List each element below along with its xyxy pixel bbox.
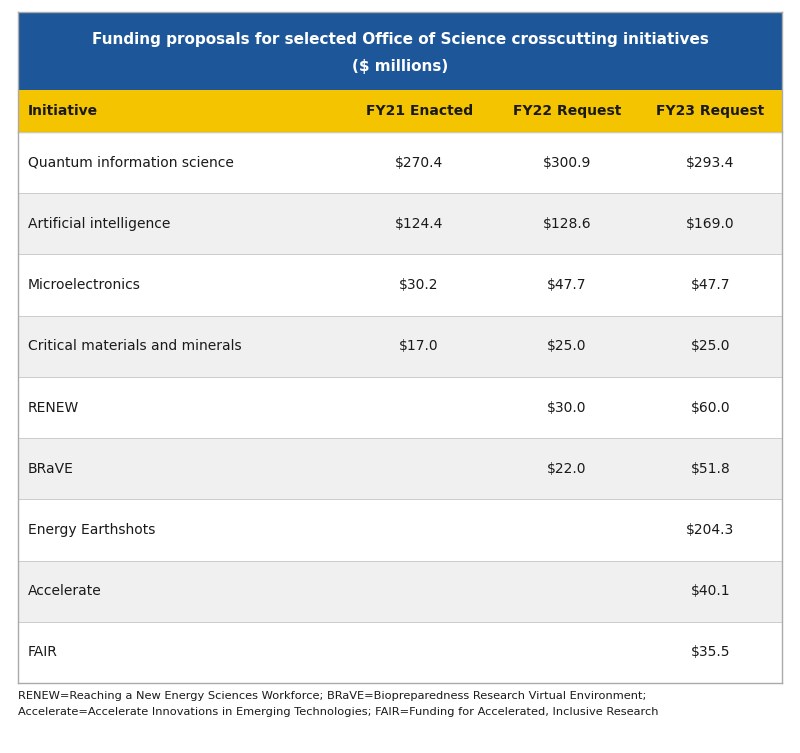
Text: $124.4: $124.4 — [395, 217, 443, 231]
Text: Initiative: Initiative — [28, 104, 98, 118]
Bar — [18, 377, 782, 438]
Text: $17.0: $17.0 — [399, 340, 439, 353]
Text: Accelerate: Accelerate — [28, 584, 102, 598]
Text: $30.0: $30.0 — [547, 401, 587, 414]
Text: Energy Earthshots: Energy Earthshots — [28, 523, 155, 537]
Text: $51.8: $51.8 — [690, 462, 730, 476]
Text: $25.0: $25.0 — [547, 340, 587, 353]
Text: $25.0: $25.0 — [690, 340, 730, 353]
Bar — [18, 499, 782, 560]
Text: Artificial intelligence: Artificial intelligence — [28, 217, 170, 231]
Text: Microelectronics: Microelectronics — [28, 278, 141, 292]
Bar — [18, 12, 782, 90]
Bar — [18, 316, 782, 377]
Text: $169.0: $169.0 — [686, 217, 734, 231]
Text: BRaVE: BRaVE — [28, 462, 74, 476]
Bar — [18, 560, 782, 622]
Text: RENEW=Reaching a New Energy Sciences Workforce; BRaVE=Biopreparedness Research V: RENEW=Reaching a New Energy Sciences Wor… — [18, 691, 646, 701]
Text: $47.7: $47.7 — [547, 278, 587, 292]
Text: RENEW: RENEW — [28, 401, 79, 414]
Bar — [18, 194, 782, 255]
Text: $22.0: $22.0 — [547, 462, 587, 476]
Text: FY21 Enacted: FY21 Enacted — [366, 104, 473, 118]
Text: Quantum information science: Quantum information science — [28, 156, 234, 169]
Text: Critical materials and minerals: Critical materials and minerals — [28, 340, 242, 353]
Text: $204.3: $204.3 — [686, 523, 734, 537]
Text: $47.7: $47.7 — [690, 278, 730, 292]
Bar — [18, 438, 782, 499]
Text: ($ millions): ($ millions) — [352, 59, 448, 74]
Text: Funding proposals for selected Office of Science crosscutting initiatives: Funding proposals for selected Office of… — [91, 32, 709, 47]
Bar — [18, 255, 782, 316]
Text: FY23 Request: FY23 Request — [656, 104, 765, 118]
Text: $293.4: $293.4 — [686, 156, 734, 169]
Bar — [18, 132, 782, 194]
Text: $270.4: $270.4 — [395, 156, 443, 169]
Text: $300.9: $300.9 — [543, 156, 591, 169]
Bar — [18, 622, 782, 683]
Text: FAIR: FAIR — [28, 645, 58, 660]
Text: FY22 Request: FY22 Request — [513, 104, 622, 118]
Text: $128.6: $128.6 — [543, 217, 591, 231]
Text: $30.2: $30.2 — [399, 278, 439, 292]
Text: Accelerate=Accelerate Innovations in Emerging Technologies; FAIR=Funding for Acc: Accelerate=Accelerate Innovations in Eme… — [18, 707, 658, 717]
Text: $40.1: $40.1 — [690, 584, 730, 598]
Text: $35.5: $35.5 — [690, 645, 730, 660]
Text: $60.0: $60.0 — [690, 401, 730, 414]
Bar — [18, 90, 782, 132]
